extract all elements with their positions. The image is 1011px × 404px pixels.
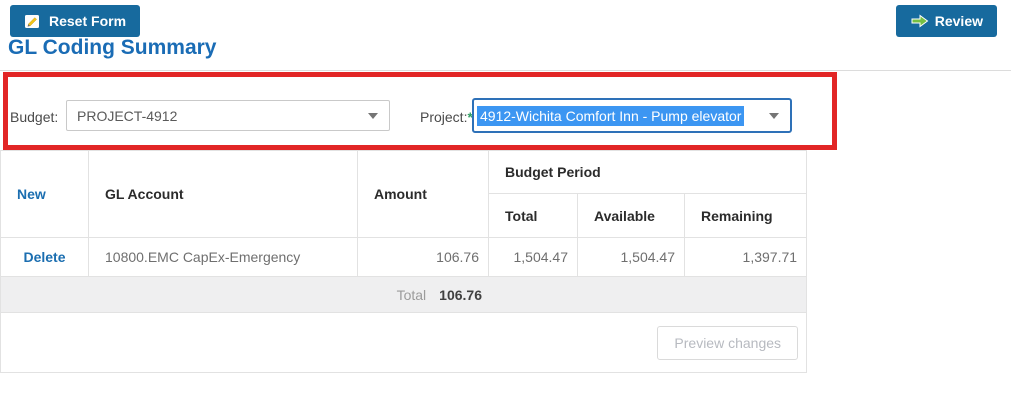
col-header-gl-account: GL Account	[88, 150, 358, 238]
col-header-total: Total	[488, 193, 578, 238]
total-value: 106.76	[439, 286, 482, 303]
col-header-remaining: Remaining	[683, 193, 808, 238]
budget-remaining-cell: 1,397.71	[683, 237, 808, 277]
budget-label: Budget:	[10, 109, 59, 125]
green-arrow-right-icon	[910, 14, 929, 29]
project-dropdown[interactable]: 4912-Wichita Comfort Inn - Pump elevator	[472, 98, 792, 133]
project-dropdown-value: 4912-Wichita Comfort Inn - Pump elevator	[477, 105, 745, 126]
col-header-amount: Amount	[357, 150, 489, 238]
total-label: Total	[396, 286, 427, 303]
chevron-down-icon	[368, 112, 378, 119]
gl-coding-table: New GL Account Amount Budget Period Tota…	[0, 150, 808, 373]
new-link-header[interactable]: New	[0, 150, 89, 238]
budget-dropdown[interactable]: PROJECT-4912	[66, 100, 390, 131]
table-row: Delete 10800.EMC CapEx-Emergency 106.76 …	[0, 237, 808, 277]
gl-account-cell: 10800.EMC CapEx-Emergency	[88, 237, 358, 277]
delete-link[interactable]: Delete	[23, 249, 66, 265]
budget-total-cell: 1,504.47	[488, 237, 578, 277]
page-title: GL Coding Summary	[8, 36, 217, 59]
col-header-budget-period: Budget Period	[487, 150, 808, 194]
section-divider	[0, 70, 1011, 71]
project-label: Project:*	[420, 109, 473, 125]
amount-cell: 106.76	[357, 237, 489, 277]
budget-available-cell: 1,504.47	[577, 237, 685, 277]
edit-pencil-icon	[24, 14, 41, 29]
budget-dropdown-value: PROJECT-4912	[77, 107, 178, 124]
table-footer-row: Preview changes	[0, 312, 808, 373]
review-button[interactable]: Review	[895, 5, 997, 37]
reset-form-button[interactable]: Reset Form	[10, 5, 141, 37]
review-label: Review	[934, 13, 983, 29]
new-link[interactable]: New	[17, 186, 46, 202]
required-asterisk: *	[467, 109, 473, 125]
reset-form-label: Reset Form	[49, 13, 127, 29]
delete-cell: Delete	[0, 237, 89, 277]
preview-changes-button[interactable]: Preview changes	[657, 325, 799, 360]
chevron-down-icon	[769, 112, 779, 119]
total-row: Total 106.76	[0, 276, 808, 313]
col-header-available: Available	[577, 193, 685, 238]
